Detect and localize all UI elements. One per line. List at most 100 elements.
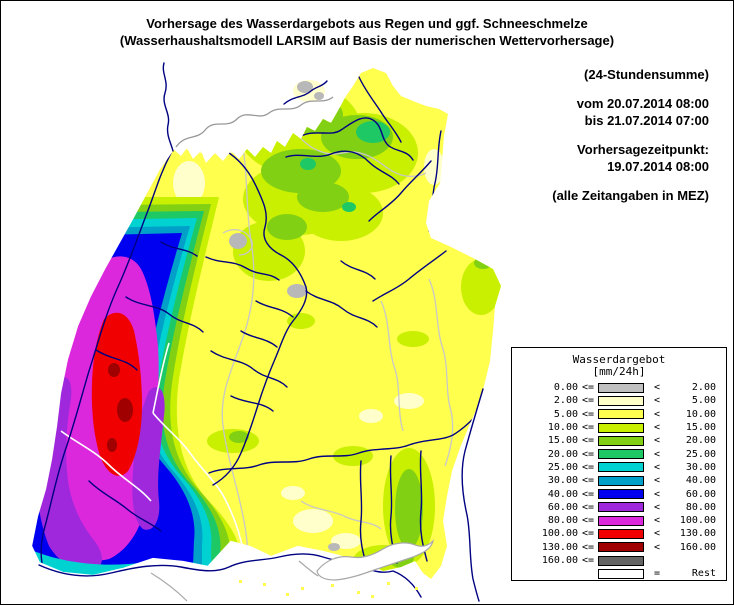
legend-lt-operator: < bbox=[653, 541, 661, 553]
speckles bbox=[239, 580, 418, 598]
legend-swatch bbox=[598, 515, 644, 526]
legend-max-value: 160.00 bbox=[679, 541, 716, 553]
state-border-north bbox=[175, 96, 334, 148]
page-title: Vorhersage des Wasserdargebots aus Regen… bbox=[1, 15, 733, 49]
legend-row: 160.00 <= bbox=[520, 554, 726, 567]
neckar-river bbox=[192, 120, 308, 486]
legend-lt-operator: < bbox=[653, 528, 661, 540]
forecast-time-label: Vorhersagezeitpunkt: bbox=[577, 142, 709, 157]
legend-lt-operator: < bbox=[653, 448, 661, 460]
title-line1: Vorhersage des Wasserdargebots aus Regen… bbox=[146, 16, 588, 31]
legend-le-operator: <= bbox=[581, 528, 595, 540]
legend-lt-operator: < bbox=[653, 408, 661, 420]
legend-row: 15.00 <= <20.00 bbox=[520, 434, 726, 447]
legend-lt-operator: < bbox=[653, 488, 661, 500]
legend-max-value: 20.00 bbox=[685, 435, 716, 447]
legend-min-value: 130.00 bbox=[541, 541, 578, 553]
legend-min-value: 60.00 bbox=[547, 501, 578, 513]
legend-row: 10.00 <= <15.00 bbox=[520, 421, 726, 434]
legend-lt-operator: < bbox=[653, 475, 661, 487]
legend-lt-operator: < bbox=[653, 501, 661, 513]
legend-le-operator: <= bbox=[581, 475, 595, 487]
legend-le-operator: <= bbox=[581, 435, 595, 447]
legend-min-value: 0.00 bbox=[553, 382, 578, 394]
legend-row: 80.00 <= <100.00 bbox=[520, 514, 726, 527]
legend-min-value: 5.00 bbox=[553, 408, 578, 420]
legend-swatch bbox=[598, 409, 644, 420]
legend-le-operator: <= bbox=[581, 501, 595, 513]
legend-lt-operator: = bbox=[653, 568, 661, 580]
legend-max-value: 130.00 bbox=[679, 528, 716, 540]
timezone-note: (alle Zeitangaben in MEZ) bbox=[552, 188, 709, 203]
legend-max-value: 5.00 bbox=[691, 395, 716, 407]
legend-max-value: 15.00 bbox=[685, 422, 716, 434]
period-from: vom 20.07.2014 08:00 bbox=[576, 96, 709, 111]
legend-le-operator: <= bbox=[581, 541, 595, 553]
legend-row: 130.00 <= <160.00 bbox=[520, 541, 726, 554]
legend-le-operator: <= bbox=[581, 488, 595, 500]
title-line2: (Wasserhaushaltsmodell LARSIM auf Basis … bbox=[119, 33, 615, 48]
legend-swatch bbox=[598, 435, 644, 446]
legend-row: 100.00 <= <130.00 bbox=[520, 527, 726, 540]
forecast-info: (24-Stundensumme) vom 20.07.2014 08:00 b… bbox=[552, 66, 709, 204]
legend-row: 40.00 <= <60.00 bbox=[520, 487, 726, 500]
legend-row: = Rest bbox=[520, 567, 726, 580]
legend-le-operator: <= bbox=[581, 422, 595, 434]
legend-max-value: 30.00 bbox=[685, 461, 716, 473]
legend-max-value: 60.00 bbox=[685, 488, 716, 500]
river-network bbox=[40, 76, 480, 568]
legend-swatch bbox=[598, 462, 644, 473]
sum-label: (24-Stundensumme) bbox=[584, 67, 709, 82]
legend-swatch bbox=[598, 528, 644, 539]
legend-le-operator: <= bbox=[581, 461, 595, 473]
legend-swatch bbox=[598, 555, 644, 566]
legend-row: 60.00 <= <80.00 bbox=[520, 501, 726, 514]
iller-segment bbox=[461, 388, 484, 602]
legend-le-operator: <= bbox=[581, 515, 595, 527]
legend-min-value: 10.00 bbox=[547, 422, 578, 434]
legend-le-operator: <= bbox=[581, 448, 595, 460]
legend-le-operator: <= bbox=[581, 395, 595, 407]
legend-swatch bbox=[598, 542, 644, 553]
legend-swatch bbox=[598, 502, 644, 513]
legend-max-value: 25.00 bbox=[685, 448, 716, 460]
legend-min-value: 15.00 bbox=[547, 435, 578, 447]
legend-max-value: 100.00 bbox=[679, 515, 716, 527]
darkred-spots bbox=[107, 363, 133, 452]
rhine-north-segment bbox=[162, 62, 174, 152]
legend-row: 20.00 <= <25.00 bbox=[520, 447, 726, 460]
legend-max-value: Rest bbox=[691, 568, 716, 580]
legend-row: 2.00 <= <5.00 bbox=[520, 394, 726, 407]
legend-max-value: 80.00 bbox=[685, 501, 716, 513]
legend-lt-operator: < bbox=[653, 395, 661, 407]
legend-min-value: 2.00 bbox=[553, 395, 578, 407]
legend-rows: 0.00 <= <2.00 2.00 <= <5.00 5.00 <= <10.00 10.00 <… bbox=[512, 381, 726, 580]
period-to: bis 21.07.2014 07:00 bbox=[584, 113, 709, 128]
legend-max-value: 40.00 bbox=[685, 475, 716, 487]
legend-lt-operator: < bbox=[653, 435, 661, 447]
hochrhein-segment bbox=[38, 553, 422, 598]
legend-swatch bbox=[598, 382, 644, 393]
legend-swatch bbox=[598, 422, 644, 433]
legend-min-value: 160.00 bbox=[541, 555, 578, 566]
legend-min-value: 100.00 bbox=[541, 528, 578, 540]
legend-lt-operator: < bbox=[653, 515, 661, 527]
legend-swatch bbox=[598, 395, 644, 406]
rivers-outside bbox=[38, 62, 484, 602]
legend-max-value: 2.00 bbox=[691, 382, 716, 394]
bodensee-lake bbox=[316, 539, 435, 581]
district-boundaries bbox=[221, 128, 454, 567]
legend-lt-operator: < bbox=[653, 461, 661, 473]
legend-min-value: 20.00 bbox=[547, 448, 578, 460]
legend-max-value: 10.00 bbox=[685, 408, 716, 420]
state-border-west-white bbox=[29, 148, 366, 578]
legend-swatch bbox=[598, 489, 644, 500]
white-inner-boundaries bbox=[60, 342, 245, 556]
rhine-river bbox=[40, 152, 172, 564]
legend-min-value: 25.00 bbox=[547, 461, 578, 473]
outside-map-elements bbox=[29, 62, 484, 602]
legend-lt-operator: < bbox=[653, 382, 661, 394]
legend-le-operator: <= bbox=[581, 408, 595, 420]
